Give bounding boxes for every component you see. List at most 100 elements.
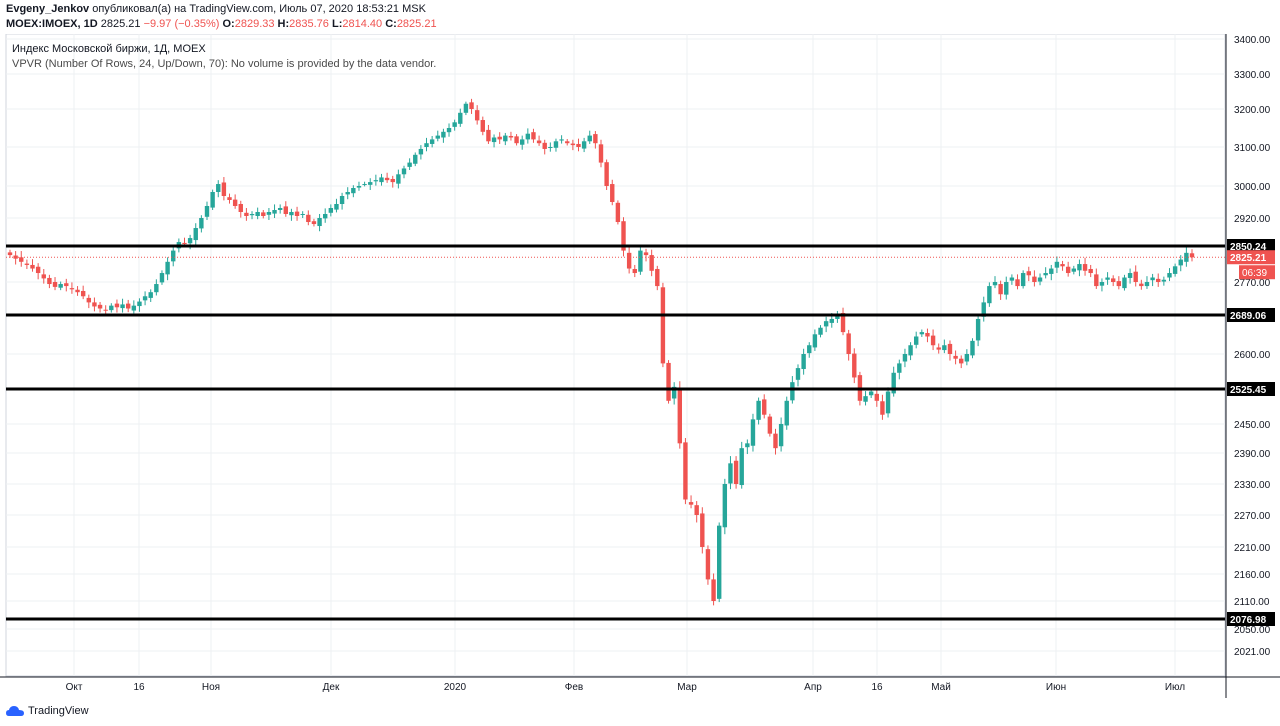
candle-body	[818, 327, 823, 335]
candle-body	[807, 345, 812, 354]
x-tick-label: Окт	[66, 682, 83, 693]
candle	[795, 364, 801, 387]
candle-body	[452, 122, 457, 127]
candle	[1077, 259, 1082, 277]
candle	[874, 389, 879, 407]
candle-body	[671, 386, 677, 399]
candle-body	[154, 284, 159, 293]
level-price-badge	[1227, 612, 1275, 626]
candle	[334, 198, 339, 213]
candle	[655, 265, 660, 291]
countdown-label: 06:39	[1242, 268, 1267, 279]
cloud-icon	[6, 706, 24, 716]
candle-body	[480, 120, 485, 132]
candle	[238, 200, 243, 218]
candle-body	[762, 399, 767, 415]
candle-body	[103, 309, 108, 311]
candle	[131, 300, 137, 314]
candle	[1004, 276, 1009, 300]
candle	[649, 249, 654, 277]
candle	[914, 331, 919, 349]
candle-body	[384, 177, 390, 181]
candle-body	[351, 188, 356, 194]
candle-body	[604, 162, 609, 186]
candle	[565, 139, 570, 146]
candle	[694, 501, 699, 523]
candle-body	[559, 139, 564, 141]
last-price-label: 2825.21	[1230, 253, 1267, 264]
candle-body	[733, 460, 739, 484]
candle	[863, 391, 868, 406]
candle-body	[19, 257, 24, 262]
candle-body	[1009, 277, 1015, 281]
candle	[379, 173, 384, 186]
candle	[677, 381, 682, 449]
candle	[1054, 256, 1060, 274]
candle	[520, 135, 525, 150]
candle-body	[1088, 268, 1093, 274]
candle-body	[1172, 266, 1178, 274]
candle-body	[255, 212, 260, 216]
candle	[339, 192, 345, 210]
candle-body	[227, 197, 232, 200]
candle	[249, 211, 255, 220]
candle	[171, 244, 176, 267]
candle	[671, 382, 677, 405]
candle-body	[514, 136, 519, 144]
candle	[604, 159, 609, 190]
candle	[902, 348, 908, 368]
candle-body	[812, 334, 818, 348]
candle	[272, 204, 277, 218]
candle	[908, 342, 913, 361]
candle-body	[531, 132, 536, 140]
candle-body	[75, 289, 80, 293]
candle-body	[688, 502, 694, 505]
candle	[959, 355, 964, 369]
candle	[823, 316, 829, 333]
candle-body	[474, 110, 480, 121]
candle-body	[840, 312, 846, 333]
candle-body	[863, 396, 868, 402]
author-name[interactable]: Evgeny_Jenkov	[6, 3, 90, 15]
x-tick-label: 16	[133, 682, 145, 693]
candle	[497, 132, 502, 144]
y-tick-label: 2050.00	[1234, 625, 1271, 636]
chart-legend-title: Индекс Московской биржи, 1Д, MOEX	[12, 43, 206, 55]
tradingview-logo[interactable]: TradingView	[6, 705, 89, 717]
candle-body	[1122, 277, 1127, 289]
candle-body	[1015, 279, 1020, 287]
candle	[1071, 265, 1076, 275]
candle	[41, 268, 46, 284]
candle	[615, 200, 621, 225]
candle	[717, 522, 722, 603]
candle	[103, 305, 108, 314]
candle-body	[41, 274, 46, 279]
candle-body	[930, 335, 936, 346]
candle	[970, 338, 975, 359]
candle	[981, 296, 986, 322]
candle	[683, 438, 688, 505]
x-tick-label: Май	[931, 682, 951, 693]
candle-body	[975, 318, 981, 341]
y-tick-label: 2021.00	[1234, 647, 1271, 658]
candle-body	[109, 305, 114, 311]
candle	[919, 329, 925, 337]
candle-body	[407, 162, 412, 167]
candle	[536, 135, 542, 146]
candle-body	[126, 303, 131, 309]
price-chart[interactable]: 3400.00 3300.00 3200.00 3100.00 3000.00 2920.…	[0, 34, 1280, 698]
candle	[323, 208, 328, 223]
candle	[1043, 267, 1048, 279]
candle	[227, 193, 232, 204]
candle-body	[615, 202, 621, 223]
open-value: 2829.33	[234, 18, 275, 30]
y-tick-label: 2450.00	[1234, 420, 1271, 431]
candle-body	[1156, 278, 1161, 282]
candle-body	[1178, 259, 1183, 266]
candle-body	[897, 363, 902, 373]
candle-body	[548, 147, 553, 148]
candle-body	[610, 184, 615, 202]
candle	[126, 299, 131, 313]
candle-body	[953, 355, 958, 359]
candle	[1105, 272, 1110, 285]
